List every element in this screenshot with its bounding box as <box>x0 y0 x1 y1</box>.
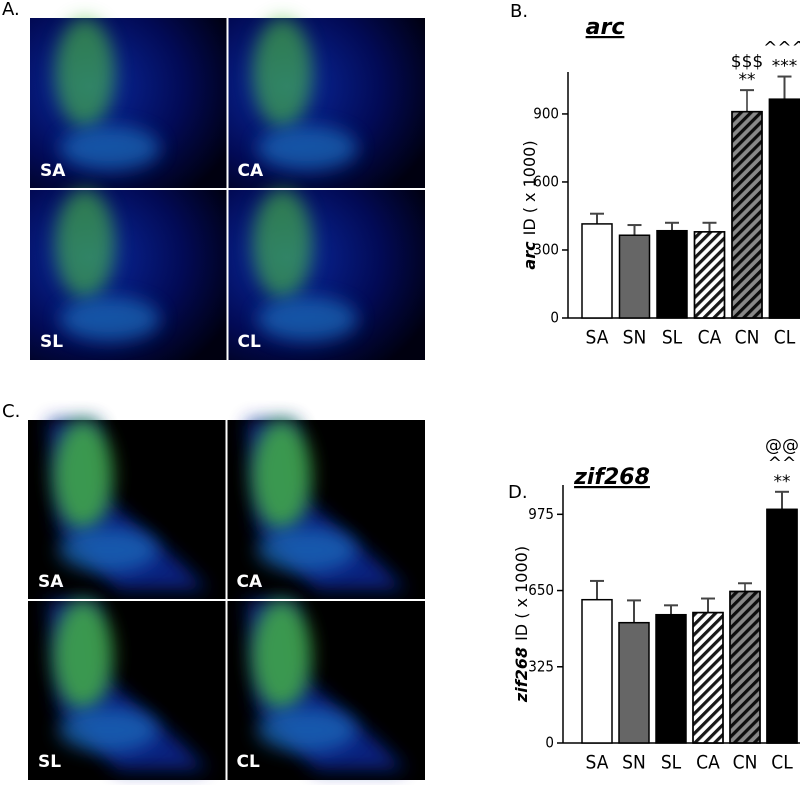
micrograph: CL <box>227 189 425 360</box>
x-tick-label: SL <box>662 327 683 349</box>
y-label-gene: zif268 <box>512 647 531 703</box>
significance-label: ^^^ <box>763 39 800 59</box>
glow <box>252 189 313 299</box>
glow <box>55 189 115 299</box>
panel-label: B. <box>510 1 528 22</box>
x-tick-label: SA <box>586 327 609 349</box>
glow <box>53 420 113 530</box>
micrograph: SL <box>30 189 228 360</box>
significance-label: *** <box>772 57 798 77</box>
glow <box>60 297 160 341</box>
x-tick-label: CN <box>735 327 760 349</box>
glow <box>256 528 357 572</box>
x-tick-label: SA <box>586 752 609 774</box>
micrograph: CA <box>227 18 425 189</box>
y-label-text: ID ( x 1000) <box>520 140 539 235</box>
y-tick-label: 600 <box>533 172 559 190</box>
y-tick-label: 0 <box>545 734 554 752</box>
significance-label: ^^ <box>768 454 797 474</box>
x-tick-label: CL <box>771 752 793 774</box>
bar-hatch <box>729 590 761 744</box>
significance-label: $$$ <box>731 52 763 72</box>
image-label: SA <box>40 161 66 181</box>
micrograph: SL <box>28 600 227 780</box>
glow <box>256 708 357 752</box>
x-tick-label: CN <box>733 752 758 774</box>
y-axis-label: arc ID ( x 1000) <box>520 140 539 269</box>
y-axis-label: zif268 ID ( x 1000) <box>512 546 531 703</box>
glow <box>257 126 358 170</box>
glow <box>53 600 113 710</box>
x-tick-label: CA <box>698 327 722 349</box>
image-label: CA <box>238 161 264 181</box>
x-tick-label: CA <box>696 752 720 774</box>
y-tick-label: 975 <box>528 505 554 523</box>
bar-hatch <box>692 611 724 744</box>
bar-hatch <box>731 110 763 319</box>
bar <box>618 234 651 319</box>
y-tick-label: 325 <box>528 657 554 675</box>
glow <box>251 420 312 530</box>
glow <box>60 126 160 170</box>
bar <box>655 613 687 744</box>
panel-label: C. <box>2 401 20 422</box>
image-label: CL <box>237 752 260 772</box>
image-label: SL <box>38 752 61 772</box>
bar <box>656 229 688 319</box>
bar <box>581 223 613 319</box>
x-tick-label: CL <box>774 327 796 349</box>
micrograph: SA <box>28 420 227 600</box>
micrograph: SA <box>30 18 228 189</box>
glow <box>257 297 358 341</box>
glow <box>55 18 115 128</box>
y-tick-label: 0 <box>550 309 559 327</box>
glow <box>251 600 312 710</box>
significance-label: ** <box>739 70 756 90</box>
chart-title: zif268 <box>573 465 650 490</box>
bar-hatch <box>766 508 798 744</box>
panel-label: D. <box>508 482 528 503</box>
bar <box>618 621 650 744</box>
chart-title: arc <box>586 15 625 40</box>
glow <box>58 528 158 572</box>
image-label: CA <box>237 572 263 592</box>
micrograph: CA <box>226 420 425 600</box>
panel-label: A. <box>2 0 20 20</box>
y-tick-label: 650 <box>528 581 554 599</box>
glow <box>58 708 158 752</box>
y-label-gene: arc <box>520 241 539 270</box>
x-tick-label: SN <box>623 327 647 349</box>
image-label: CL <box>238 332 261 352</box>
glow <box>252 18 313 128</box>
image-label: SL <box>40 332 63 352</box>
y-label-text: ID ( x 1000) <box>512 546 531 641</box>
bar-hatch <box>693 231 726 319</box>
y-tick-label: 900 <box>533 104 559 122</box>
bar-hatch <box>768 98 800 319</box>
y-tick-label: 300 <box>533 240 559 258</box>
x-tick-label: SN <box>622 752 646 774</box>
micrograph: CL <box>226 600 425 780</box>
x-tick-label: SL <box>661 752 682 774</box>
significance-label: ** <box>774 472 791 492</box>
significance-label: @@ <box>765 436 799 456</box>
image-label: SA <box>38 572 64 592</box>
bar <box>581 598 613 744</box>
